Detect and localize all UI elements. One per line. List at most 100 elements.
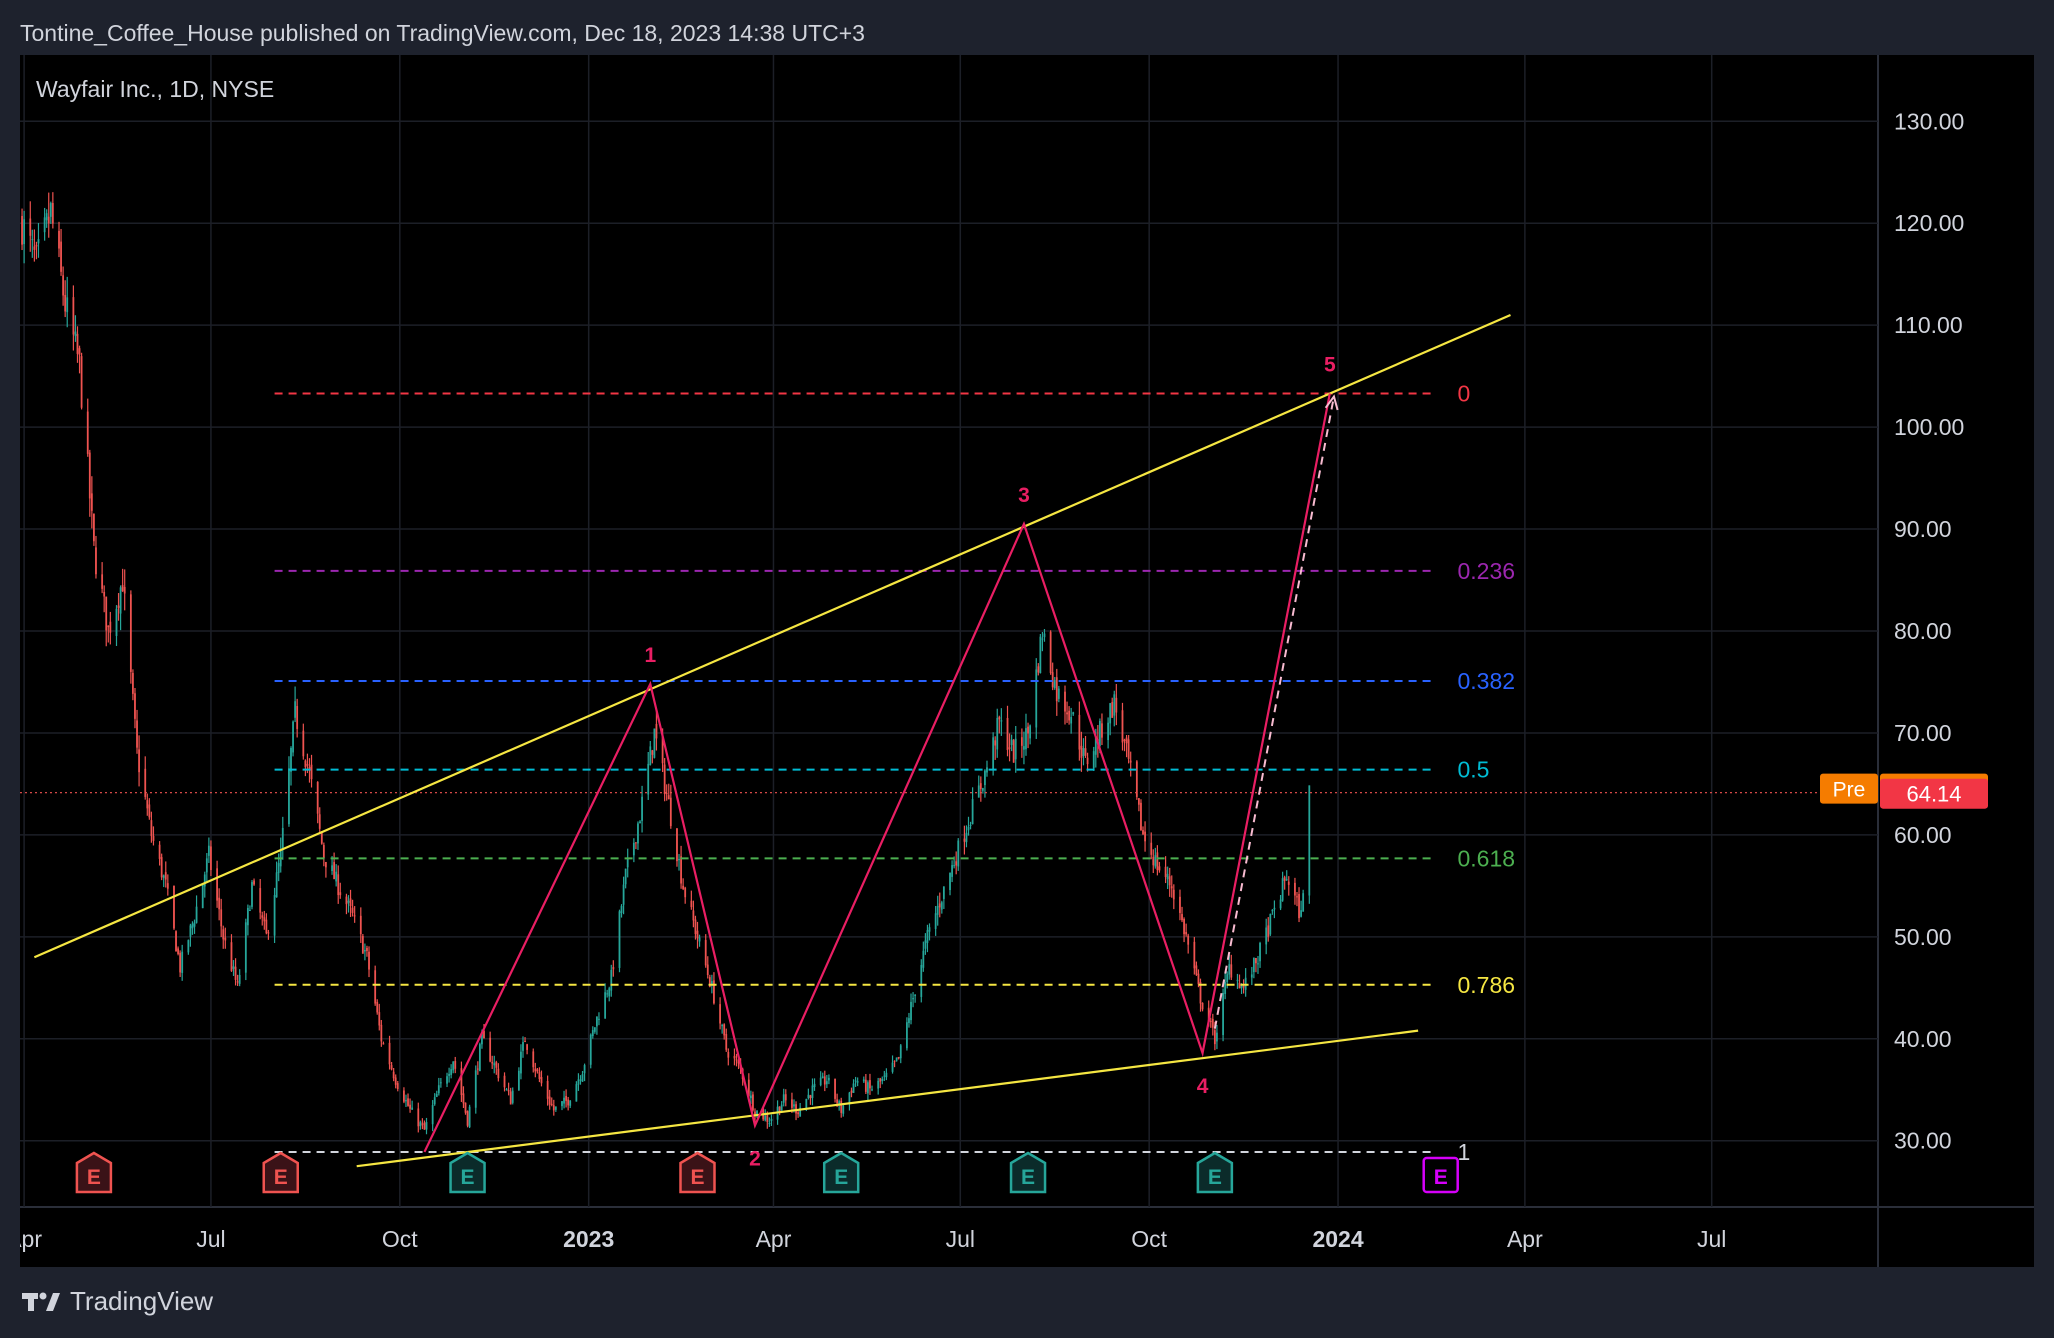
candle-body — [86, 411, 89, 454]
earnings-marker-icon[interactable]: E — [679, 1151, 716, 1194]
candle-body — [489, 1037, 492, 1062]
pre-tag-label: Pre — [1833, 779, 1866, 802]
earnings-marker-icon[interactable]: E — [449, 1151, 486, 1194]
publish-header: Tontine_Coffee_House published on Tradin… — [20, 20, 865, 46]
candle-body — [793, 1104, 795, 1107]
candle-body — [158, 844, 161, 859]
candle-body — [552, 1105, 555, 1111]
candle-body — [119, 587, 122, 614]
candle-body — [251, 882, 253, 907]
candle-body — [359, 915, 362, 935]
candle-body — [782, 1094, 785, 1103]
candle-body — [926, 930, 929, 943]
candle-body — [66, 297, 69, 313]
candle-body — [840, 1100, 843, 1113]
candle-body — [1242, 986, 1245, 988]
candle-body — [1158, 866, 1161, 871]
candle-body — [232, 966, 235, 969]
candle-body — [1279, 899, 1282, 909]
candle-body — [910, 1001, 912, 1021]
candle-body — [575, 1084, 578, 1102]
candle-body — [589, 1034, 592, 1065]
candle-body — [799, 1107, 802, 1117]
candle-body — [320, 832, 323, 844]
candle-body — [476, 1068, 479, 1070]
candle-body — [1283, 877, 1286, 882]
candle-body — [1014, 738, 1017, 760]
candle-body — [64, 294, 67, 312]
x-tick-label: Jul — [196, 1226, 225, 1252]
candle-body — [766, 1114, 769, 1122]
y-tick-label: 130.00 — [1894, 108, 1964, 134]
candle-body — [405, 1100, 407, 1102]
candle-body — [942, 886, 945, 899]
candle-body — [450, 1069, 453, 1075]
pre-tag-bg — [1820, 773, 1878, 804]
candle-body — [938, 903, 941, 908]
candle-body — [977, 785, 980, 798]
candle-body — [694, 919, 697, 934]
candle-body — [869, 1080, 871, 1089]
candle-body — [1224, 982, 1227, 994]
price-chart[interactable]: 0 0.236 0.382 0.5 0.618 0.786 1 1 2 3 4 5 E E E E E E E E… — [6, 55, 2034, 1267]
candle-body — [1228, 964, 1231, 975]
candle-body — [1080, 745, 1083, 758]
candle-body — [1055, 677, 1058, 702]
earnings-marker-icon[interactable]: E — [262, 1151, 299, 1194]
candle-body — [368, 951, 370, 970]
candle-body — [920, 964, 923, 997]
candle-body — [21, 216, 23, 245]
candle-body — [719, 1004, 721, 1024]
candle-body — [403, 1090, 405, 1102]
candle-body — [1135, 761, 1138, 797]
candle-body — [1181, 914, 1183, 921]
candle-body — [93, 513, 95, 542]
candle-body — [1006, 717, 1009, 751]
candle-body — [612, 967, 615, 970]
candle-body — [1125, 737, 1128, 744]
candle-body — [29, 218, 32, 236]
candle-body — [1285, 879, 1288, 881]
candle-body — [378, 1012, 381, 1026]
tradingview-logo[interactable]: TradingView — [22, 1285, 213, 1317]
candle-body — [971, 799, 974, 825]
candle-series — [21, 192, 1311, 1135]
x-tick-label: Oct — [382, 1226, 418, 1252]
earnings-marker-label: E — [274, 1166, 288, 1189]
candle-body — [669, 797, 672, 827]
candle-body — [725, 1034, 728, 1050]
earnings-marker-icon[interactable]: E — [1009, 1151, 1047, 1194]
candle-body — [1127, 739, 1130, 759]
candle-body — [1051, 672, 1054, 688]
candle-body — [864, 1079, 867, 1092]
earnings-marker-icon[interactable]: E — [75, 1151, 113, 1194]
earnings-marker-icon[interactable]: E — [822, 1151, 860, 1194]
candle-body — [940, 902, 943, 910]
candle-body — [1308, 785, 1311, 896]
candle-body — [550, 1103, 553, 1105]
earnings-marker-icon[interactable]: E — [1196, 1151, 1234, 1194]
earnings-marker-icon[interactable]: E — [1422, 1156, 1459, 1194]
candle-body — [1207, 1007, 1210, 1023]
candle-body — [665, 793, 668, 795]
candle-body — [1111, 702, 1114, 718]
candle-body — [696, 930, 699, 939]
candle-body — [906, 1022, 908, 1049]
candle-body — [713, 980, 715, 1004]
candle-body — [561, 1101, 563, 1107]
fib-level-label: 0.786 — [1457, 972, 1515, 998]
candle-body — [821, 1076, 824, 1079]
candle-body — [1150, 842, 1153, 855]
candle-body — [540, 1077, 543, 1084]
candle-body — [1302, 893, 1305, 912]
candle-body — [62, 275, 65, 296]
wave-label-2: 2 — [749, 1147, 761, 1170]
candle-body — [764, 1115, 767, 1121]
candle-body — [261, 915, 264, 918]
last-price-tag: 64.14 — [1906, 782, 1961, 807]
candle-body — [834, 1078, 836, 1099]
candle-body — [524, 1041, 526, 1043]
candle-body — [1170, 886, 1173, 889]
chart-area[interactable]: 0 0.236 0.382 0.5 0.618 0.786 1 1 2 3 4 5 E E E E E E E E… — [6, 55, 2034, 1267]
candle-body — [339, 892, 342, 896]
